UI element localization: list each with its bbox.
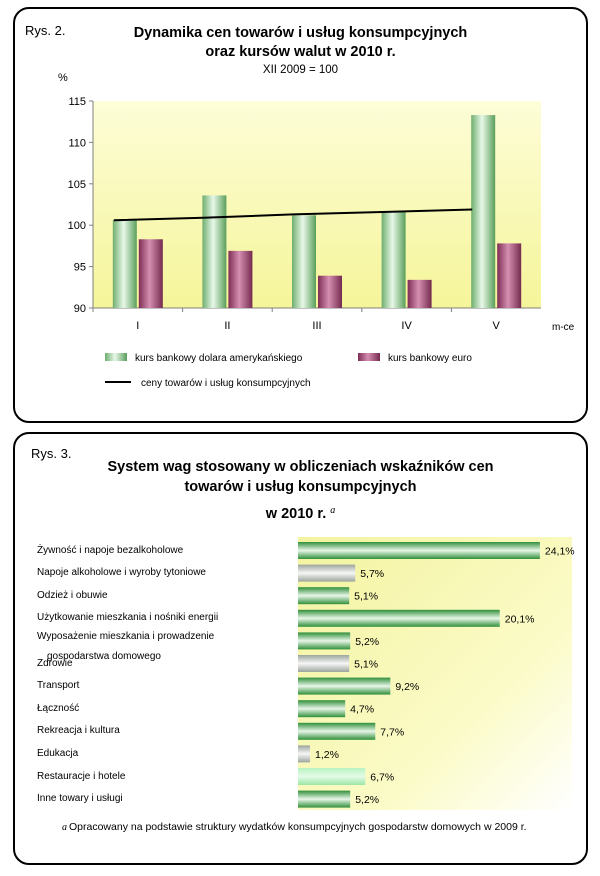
category-label: Żywność i napoje bezalkoholowe — [37, 544, 184, 556]
weight-bar — [298, 745, 311, 763]
figure-label: Rys. 3. — [31, 446, 72, 461]
category-label: Rekreacja i kultura — [37, 725, 120, 737]
category-label: Inne towary i usługi — [37, 793, 123, 805]
category-label: Odzież i obuwie — [37, 589, 108, 601]
y-tick-label: 115 — [68, 96, 86, 108]
weight-bar — [298, 632, 351, 650]
bar-value-label: 9,2% — [395, 681, 419, 693]
x-axis-label: m-ce — [552, 322, 575, 333]
plot-area — [298, 537, 572, 810]
legend-usd-label: kurs bankowy dolara amerykańskiego — [135, 353, 303, 364]
weight-bar — [298, 700, 346, 718]
x-tick-label: I — [136, 320, 139, 332]
x-tick-label: V — [493, 320, 501, 332]
weight-bar — [298, 542, 540, 559]
bar-value-label: 5,1% — [354, 591, 378, 603]
chart-title-line2: oraz kursów walut w 2010 r. — [205, 44, 396, 60]
weight-bar — [298, 722, 376, 740]
chart-title-line1: System wag stosowany w obliczeniach wska… — [107, 459, 494, 475]
chart-title-line3: w 2010 r. a — [15, 501, 586, 524]
eur-bar — [497, 243, 522, 308]
plot-area — [93, 101, 541, 308]
weight-bar — [298, 677, 391, 695]
category-label: Transport — [37, 680, 80, 692]
category-label: Zdrowie — [37, 657, 73, 669]
footnote: a Opracowany na podstawie struktury wydat… — [62, 821, 527, 833]
chart-title-line1: Dynamika cen towarów i usług konsumpcyjn… — [133, 25, 468, 41]
cpi-line — [113, 208, 473, 222]
y-axis-unit: % — [58, 72, 68, 84]
category-label: Edukacja — [37, 747, 79, 759]
weight-bar — [298, 587, 350, 605]
eur-bar — [138, 239, 163, 308]
usd-bar — [471, 115, 496, 309]
x-tick-label: II — [224, 320, 230, 332]
category-label: Użytkowanie mieszkania i nośniki energii — [37, 612, 219, 624]
y-tick-label: 100 — [68, 220, 86, 232]
category-label-continuation: gospodarstwa domowego — [47, 650, 161, 662]
weight-bar — [298, 564, 356, 582]
usd-bar — [381, 211, 406, 308]
chart-title-year: w 2010 r. — [265, 506, 327, 522]
weights-chart: 24,1% 5,7% 5,1% 20,1% 5,2% 5,1% 9,2% 4,7% 7,7% 1,… — [298, 537, 575, 810]
category-label: Wyposażenie mieszkania i prowadzenie — [37, 630, 215, 642]
chart-panel-dynamics: Rys. 2. Dynamika cen towarów i usług kon… — [13, 7, 588, 423]
bar-value-label: 4,7% — [350, 704, 374, 716]
y-tick-label: 95 — [74, 262, 86, 274]
category-label: Napoje alkoholowe i wyroby tytoniowe — [37, 567, 206, 579]
bar-value-label: 1,2% — [315, 749, 339, 761]
footnote-marker: a — [62, 822, 67, 833]
bar-value-label: 5,1% — [354, 659, 378, 671]
x-tick-label: IV — [401, 320, 412, 332]
chart-subtitle: XII 2009 = 100 — [262, 64, 339, 76]
bar-value-label: 5,2% — [355, 794, 379, 806]
bar-value-label: 5,7% — [360, 568, 384, 580]
y-tick-label: 110 — [68, 137, 86, 149]
eur-bar — [407, 279, 432, 308]
title-footnote-marker: a — [330, 505, 336, 516]
bar-value-label: 20,1% — [505, 613, 535, 625]
legend-usd-swatch — [105, 353, 127, 361]
bar-value-label: 6,7% — [370, 772, 394, 784]
usd-bar — [202, 195, 227, 308]
bar-value-label: 7,7% — [380, 726, 404, 738]
x-tick-label: III — [312, 320, 321, 332]
weight-bar — [298, 609, 500, 627]
figure-label: Rys. 2. — [25, 23, 66, 38]
usd-bar — [292, 215, 316, 308]
legend-cpi-label: ceny towarów i usług konsumpcyjnych — [141, 378, 311, 389]
weight-bar — [298, 768, 366, 785]
bar-value-label: 24,1% — [545, 546, 575, 558]
category-label: Restauracje i hotele — [37, 770, 126, 782]
weight-bar — [298, 655, 350, 672]
footnote-text: Opracowany na podstawie struktury wydatk… — [69, 821, 527, 833]
y-tick-label: 105 — [68, 179, 86, 191]
weight-bar — [298, 790, 351, 808]
legend-eur-label: kurs bankowy euro — [388, 353, 472, 364]
legend-eur-swatch — [358, 353, 380, 361]
eur-bar — [318, 275, 342, 308]
category-label: Łączność — [37, 702, 80, 714]
chart-panel-weights: Rys. 3. System wag stosowany w obliczeni… — [13, 432, 588, 865]
eur-bar — [228, 250, 253, 308]
bar-value-label: 5,2% — [355, 636, 379, 648]
usd-bar — [112, 220, 137, 308]
chart-title-line2: towarów i usług konsumpcyjnych — [184, 479, 417, 495]
y-tick-label: 90 — [74, 303, 86, 315]
